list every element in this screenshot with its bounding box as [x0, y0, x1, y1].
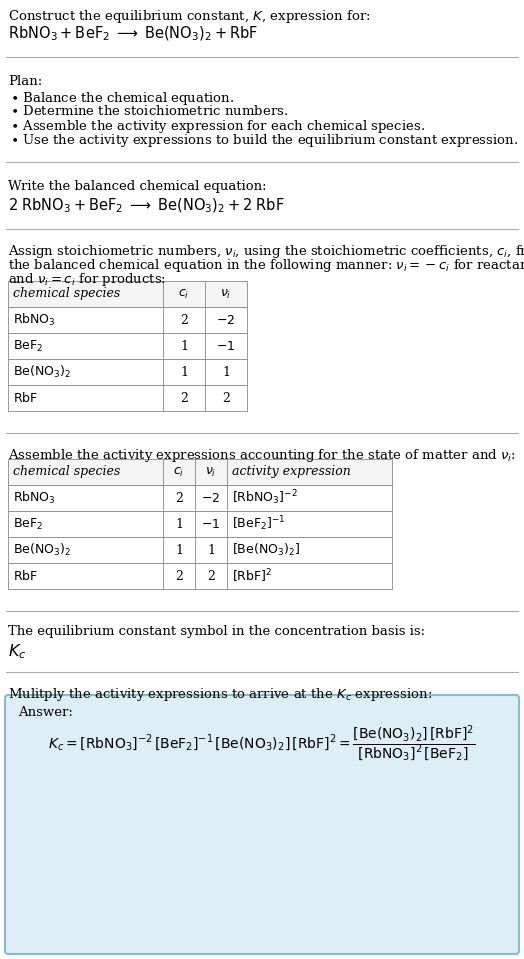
Text: $\mathrm{BeF_2}$: $\mathrm{BeF_2}$	[13, 517, 43, 531]
Text: activity expression: activity expression	[232, 465, 351, 479]
Text: Plan:: Plan:	[8, 75, 42, 88]
Text: $\mathrm{2\;RbNO_3 + BeF_2 \;\longrightarrow\; Be(NO_3)_2 + 2\;RbF}$: $\mathrm{2\;RbNO_3 + BeF_2 \;\longrighta…	[8, 197, 285, 216]
Text: $-2$: $-2$	[216, 314, 236, 326]
Text: Construct the equilibrium constant, $K$, expression for:: Construct the equilibrium constant, $K$,…	[8, 8, 370, 25]
Text: The equilibrium constant symbol in the concentration basis is:: The equilibrium constant symbol in the c…	[8, 625, 425, 638]
Bar	[8, 563, 392, 589]
Text: $\mathrm{RbF}$: $\mathrm{RbF}$	[13, 391, 38, 405]
Text: 2: 2	[222, 391, 230, 405]
Text: $K_c$: $K_c$	[8, 642, 26, 661]
Text: $-2$: $-2$	[201, 492, 221, 504]
Text: $-1$: $-1$	[201, 518, 221, 530]
Bar	[8, 459, 392, 485]
Text: $-1$: $-1$	[216, 339, 236, 353]
Text: $\nu_i$: $\nu_i$	[220, 288, 232, 300]
Text: $\nu_i$: $\nu_i$	[205, 465, 217, 479]
Text: 2: 2	[180, 391, 188, 405]
Text: $c_i$: $c_i$	[173, 465, 184, 479]
Text: $[\mathrm{RbF}]^2$: $[\mathrm{RbF}]^2$	[232, 567, 272, 585]
Text: 1: 1	[222, 365, 230, 379]
Bar	[8, 281, 247, 307]
Bar	[8, 485, 392, 511]
Text: 2: 2	[180, 314, 188, 326]
Text: $[\mathrm{BeF_2}]^{-1}$: $[\mathrm{BeF_2}]^{-1}$	[232, 515, 286, 533]
Text: Assign stoichiometric numbers, $\nu_i$, using the stoichiometric coefficients, $: Assign stoichiometric numbers, $\nu_i$, …	[8, 243, 524, 260]
Text: $\bullet$ Determine the stoichiometric numbers.: $\bullet$ Determine the stoichiometric n…	[10, 104, 288, 118]
Text: and $\nu_i = c_i$ for products:: and $\nu_i = c_i$ for products:	[8, 271, 166, 288]
Text: $\mathrm{RbNO_3 + BeF_2 \;\longrightarrow\; Be(NO_3)_2 + RbF}$: $\mathrm{RbNO_3 + BeF_2 \;\longrightarro…	[8, 25, 258, 43]
Text: 1: 1	[180, 339, 188, 353]
Text: the balanced chemical equation in the following manner: $\nu_i = -c_i$ for react: the balanced chemical equation in the fo…	[8, 257, 524, 274]
Text: $[\mathrm{Be(NO_3)_2}]$: $[\mathrm{Be(NO_3)_2}]$	[232, 542, 300, 558]
Text: Write the balanced chemical equation:: Write the balanced chemical equation:	[8, 180, 267, 193]
Bar	[8, 307, 247, 333]
Text: $[\mathrm{RbNO_3}]^{-2}$: $[\mathrm{RbNO_3}]^{-2}$	[232, 489, 298, 507]
Text: $\mathrm{Be(NO_3)_2}$: $\mathrm{Be(NO_3)_2}$	[13, 542, 71, 558]
Text: Mulitply the activity expressions to arrive at the $K_c$ expression:: Mulitply the activity expressions to arr…	[8, 686, 432, 703]
Text: $\bullet$ Assemble the activity expression for each chemical species.: $\bullet$ Assemble the activity expressi…	[10, 118, 425, 135]
Text: 2: 2	[175, 492, 183, 504]
FancyBboxPatch shape	[5, 695, 519, 954]
Text: $\mathrm{RbNO_3}$: $\mathrm{RbNO_3}$	[13, 312, 56, 328]
Text: $\bullet$ Balance the chemical equation.: $\bullet$ Balance the chemical equation.	[10, 90, 234, 107]
Text: 2: 2	[207, 570, 215, 582]
Text: 2: 2	[175, 570, 183, 582]
Text: 1: 1	[175, 544, 183, 556]
Bar	[8, 333, 247, 359]
Text: chemical species: chemical species	[13, 288, 120, 300]
Text: Answer:: Answer:	[18, 706, 73, 719]
Text: 1: 1	[180, 365, 188, 379]
Text: $\bullet$ Use the activity expressions to build the equilibrium constant express: $\bullet$ Use the activity expressions t…	[10, 132, 518, 149]
Bar	[8, 537, 392, 563]
Bar	[8, 511, 392, 537]
Text: chemical species: chemical species	[13, 465, 120, 479]
Text: 1: 1	[207, 544, 215, 556]
Text: $\mathrm{BeF_2}$: $\mathrm{BeF_2}$	[13, 339, 43, 354]
Text: $\mathrm{RbF}$: $\mathrm{RbF}$	[13, 569, 38, 583]
Text: $\mathrm{RbNO_3}$: $\mathrm{RbNO_3}$	[13, 490, 56, 506]
Bar	[8, 359, 247, 385]
Text: 1: 1	[175, 518, 183, 530]
Bar	[8, 385, 247, 411]
Text: $K_c = [\mathrm{RbNO_3}]^{-2}\,[\mathrm{BeF_2}]^{-1}\,[\mathrm{Be(NO_3)_2}]\,[\m: $K_c = [\mathrm{RbNO_3}]^{-2}\,[\mathrm{…	[48, 724, 476, 764]
Text: $\mathrm{Be(NO_3)_2}$: $\mathrm{Be(NO_3)_2}$	[13, 364, 71, 380]
Text: $c_i$: $c_i$	[178, 288, 190, 300]
Text: Assemble the activity expressions accounting for the state of matter and $\nu_i$: Assemble the activity expressions accoun…	[8, 447, 516, 464]
